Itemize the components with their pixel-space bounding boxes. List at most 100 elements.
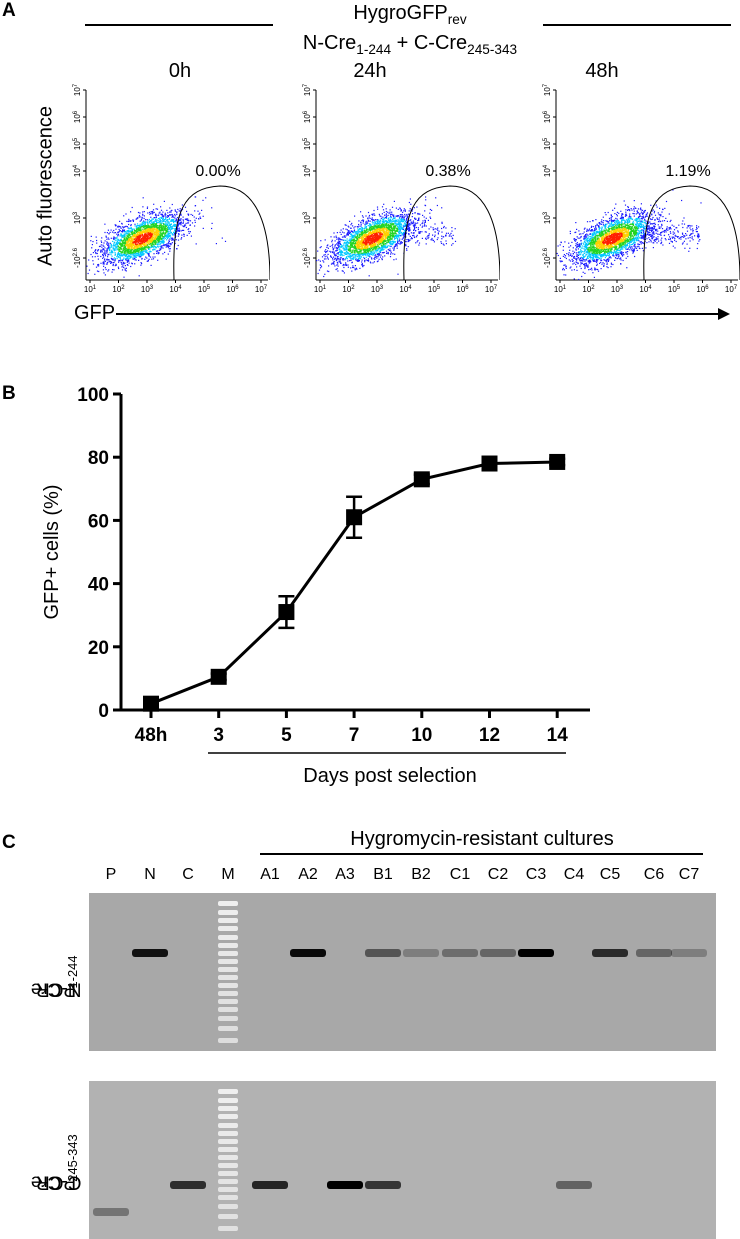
pcr-band xyxy=(132,949,168,957)
ladder-band xyxy=(218,1179,238,1184)
gfp-axis-label: GFP xyxy=(74,302,116,324)
gfp-growth-chart: 0 20 40 60 80 100 48h 3 5 7 10 12 14 GFP+ cells (%) Da… xyxy=(41,385,590,787)
lane-label-a1: A1 xyxy=(260,866,280,883)
ladder-band xyxy=(218,975,238,980)
x-tick-label: 104 xyxy=(169,285,182,294)
x-tick-label: 3 xyxy=(213,725,224,746)
pcr-band xyxy=(290,949,326,957)
pcr-band xyxy=(170,1181,206,1189)
ladder-band xyxy=(218,1155,238,1160)
pcr-band xyxy=(93,1208,129,1216)
x-tick-label: 101 xyxy=(84,285,97,294)
ladder-band xyxy=(218,910,238,915)
y-tick-label: -102.6 xyxy=(303,247,312,268)
svg-text:104: 104 xyxy=(73,164,82,177)
y-tick-label: 103 xyxy=(303,211,312,224)
header-ccre: + C-Cre xyxy=(391,32,468,54)
lane-label-c: C xyxy=(182,866,194,883)
ladder-band xyxy=(218,1098,238,1103)
ladder-band xyxy=(218,1016,238,1021)
flow-plot-24h: 107 106 105 104 103 -102.6 101 102 103 104 105 106 1… xyxy=(303,83,500,294)
y-tick-label: 105 xyxy=(73,137,82,150)
x-tick-label: 103 xyxy=(141,285,154,294)
gate-percent: 1.19% xyxy=(665,163,710,180)
ladder-band xyxy=(218,951,238,956)
y-tick-label: 107 xyxy=(303,83,312,96)
svg-text:-102.6: -102.6 xyxy=(73,247,82,268)
pcr-band xyxy=(671,949,707,957)
panel-a-letter: A xyxy=(2,0,16,21)
x-tick-label: 106 xyxy=(226,285,239,294)
lane-label-c3: C3 xyxy=(525,866,547,883)
gate-outline xyxy=(173,185,270,281)
x-tick-label: 105 xyxy=(668,285,681,294)
pcr-band xyxy=(636,949,672,957)
data-point xyxy=(278,604,295,621)
y-tick-label: 104 xyxy=(543,164,552,177)
svg-text:105: 105 xyxy=(303,137,312,150)
lane-label-a2: A2 xyxy=(298,866,318,883)
ladder-band xyxy=(218,1226,238,1231)
lane-label-c7: C7 xyxy=(678,866,700,883)
gel2-label: C-Cre 245-343 PCR xyxy=(30,1134,82,1193)
lane-label-b2: B2 xyxy=(411,866,431,883)
lane-label-n: N xyxy=(144,866,156,883)
y-tick-label: 20 xyxy=(88,638,109,659)
header-rule-left xyxy=(85,24,273,26)
y-tick-label: 103 xyxy=(543,211,552,224)
x-tick-label: 102 xyxy=(342,285,355,294)
x-tick-label: 101 xyxy=(554,285,567,294)
y-tick-label: 0 xyxy=(98,701,109,722)
svg-text:-102.6: -102.6 xyxy=(303,247,312,268)
ladder-band xyxy=(218,1187,238,1192)
y-tick-label: 60 xyxy=(88,511,109,532)
panel-b-letter: B xyxy=(2,383,16,404)
header-hygrogfp: HygroGFP xyxy=(353,2,448,24)
svg-text:107: 107 xyxy=(303,83,312,96)
pcr-band xyxy=(556,1181,592,1189)
x-tick-label: 101 xyxy=(314,285,327,294)
time-label-0h: 0h xyxy=(168,60,192,82)
header-ccre-sub: 245-343 xyxy=(467,42,518,57)
flow-plot-0h: 107 106 105 104 103 -102.6 101 102 103 104 105 106 1… xyxy=(73,83,270,294)
ladder-band xyxy=(218,926,238,931)
lane-label-p: P xyxy=(105,866,117,883)
gate-outline xyxy=(643,185,740,281)
pcr-band xyxy=(592,949,628,957)
data-point xyxy=(210,668,227,685)
y-tick-label: 106 xyxy=(543,110,552,123)
gel-ncre xyxy=(89,893,716,1051)
ladder-band xyxy=(218,1089,238,1094)
y-tick-label: 104 xyxy=(73,164,82,177)
x-tick-label: 105 xyxy=(428,285,441,294)
ladder-band xyxy=(218,1106,238,1111)
gel-ccre xyxy=(89,1081,716,1239)
header-hygrogfp-sub: rev xyxy=(447,12,467,27)
data-point xyxy=(346,509,363,526)
x-tick-label: 10 xyxy=(411,725,432,746)
x-tick-label: 12 xyxy=(479,725,500,746)
svg-text:103: 103 xyxy=(73,211,82,224)
lane-label-m: M xyxy=(221,866,235,883)
time-label-24h: 24h xyxy=(353,60,387,82)
ladder-band xyxy=(218,1204,238,1209)
pcr-band xyxy=(327,1181,363,1189)
pcr-band xyxy=(403,949,439,957)
x-tick-label: 7 xyxy=(349,725,360,746)
pcr-band xyxy=(442,949,478,957)
ladder-band xyxy=(218,1139,238,1144)
data-point xyxy=(413,471,430,488)
data-point xyxy=(143,695,159,712)
x-tick-label: 106 xyxy=(696,285,709,294)
flow-plot-48h: 107 106 105 104 103 -102.6 101 102 103 104 105 106 1… xyxy=(543,83,740,294)
y-tick-label: 40 xyxy=(88,575,109,596)
y-axis-label: GFP+ cells (%) xyxy=(41,484,63,619)
ladder-band xyxy=(218,983,238,988)
svg-text:107: 107 xyxy=(73,83,82,96)
x-tick-label: 107 xyxy=(485,285,498,294)
time-label-48h: 48h xyxy=(585,60,619,82)
x-tick-label: 5 xyxy=(281,725,292,746)
x-tick-label: 107 xyxy=(725,285,738,294)
y-tick-label: 104 xyxy=(303,164,312,177)
lane-label-c5: C5 xyxy=(599,866,621,883)
